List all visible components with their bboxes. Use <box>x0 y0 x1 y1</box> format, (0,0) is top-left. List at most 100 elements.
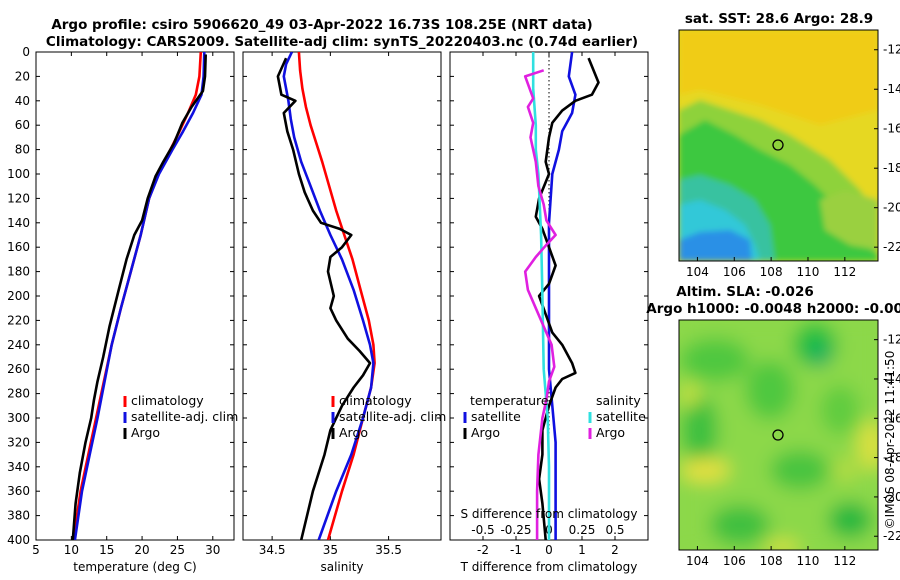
map-x-tick-label: 110 <box>797 554 820 568</box>
x2-tick-label: -0.5 <box>471 523 494 537</box>
map-x-tick-label: 112 <box>833 265 856 279</box>
x-tick-label: 0 <box>545 543 553 557</box>
x2-tick-label: 0.25 <box>569 523 596 537</box>
series-line-climatology <box>297 52 376 540</box>
difference-legend: temperature satellite Argo salinity sate… <box>463 393 646 440</box>
map-x-tick-label: 106 <box>723 265 746 279</box>
x2-tick-label: -0.25 <box>500 523 531 537</box>
x-tick-label: 34.5 <box>259 543 286 557</box>
y-tick-label: 120 <box>7 191 30 205</box>
map-y-tick-label: -12 <box>883 43 900 57</box>
figure-title-line2: Climatology: CARS2009. Satellite-adj cli… <box>46 34 638 50</box>
depth-tick-labels: 0 20 40 60 80 100 120 140 160 180 200 220 240 260 280 3… <box>7 45 30 547</box>
temperature-xlabel: temperature (deg C) <box>73 560 196 574</box>
x-tick-label: -1 <box>510 543 522 557</box>
temperature-legend: climatology satellite-adj. clim Argo <box>123 393 238 440</box>
x-tick-label: 1 <box>578 543 586 557</box>
series-line-argo <box>71 54 207 540</box>
legend-satellite-adj: satellite-adj. clim <box>339 409 446 424</box>
map-y-tick-label: -20 <box>883 490 900 504</box>
map-y-tick-label: -20 <box>883 201 900 215</box>
x-tick-label: 25 <box>170 543 185 557</box>
y-tick-label: 20 <box>15 69 30 83</box>
map-x-tick-label: 104 <box>686 554 709 568</box>
sla-map-subtitle: Argo h1000: -0.0048 h2000: -0.0045 <box>646 301 900 317</box>
sla-map <box>678 319 879 551</box>
y-tick-label: 300 <box>7 411 30 425</box>
legend-s-argo: Argo <box>596 425 625 440</box>
x-tick-label: 2 <box>611 543 619 557</box>
legend-salinity-heading: salinity <box>596 393 641 408</box>
series-line-temperature-satellite <box>547 52 577 540</box>
plot-frame <box>242 51 442 541</box>
series-line-temperature-argo <box>534 57 600 540</box>
y-tick-label: 0 <box>22 45 30 59</box>
legend-climatology: climatology <box>339 393 412 408</box>
sst-map-ticks: 104 106 108 110 112 -12 -14 -16 -18 -20 -22 <box>686 43 900 279</box>
sst-map-title: sat. SST: 28.6 Argo: 28.9 <box>685 11 873 27</box>
salinity-xlabel: salinity <box>320 560 363 574</box>
y-tick-label: 380 <box>7 509 30 523</box>
temperature-profile-panel: 5 10 15 20 25 30 <box>32 51 235 557</box>
t-difference-xlabel: T difference from climatology <box>460 560 638 574</box>
legend-satellite-adj: satellite-adj. clim <box>131 409 238 424</box>
figure-title-line1: Argo profile: csiro 5906620_49 03-Apr-20… <box>51 17 592 33</box>
map-y-tick-label: -12 <box>883 333 900 347</box>
map-y-tick-label: -22 <box>883 529 900 543</box>
map-x-tick-label: 110 <box>797 265 820 279</box>
y-tick-label: 60 <box>15 118 30 132</box>
x-tick-label: 15 <box>99 543 114 557</box>
salinity-legend: climatology satellite-adj. clim Argo <box>331 393 446 440</box>
map-y-tick-label: -18 <box>883 451 900 465</box>
legend-temperature-heading: temperature <box>470 393 549 408</box>
sla-map-title: Altim. SLA: -0.026 <box>676 284 813 300</box>
y-tick-label: 220 <box>7 313 30 327</box>
argo-location-marker <box>772 139 784 151</box>
y-tick-label: 320 <box>7 435 30 449</box>
y-tick-label: 260 <box>7 362 30 376</box>
legend-t-satellite: satellite <box>471 409 521 424</box>
map-y-tick-label: -16 <box>883 411 900 425</box>
map-x-tick-label: 112 <box>833 554 856 568</box>
map-y-tick-label: -14 <box>883 82 900 96</box>
y-tick-label: 140 <box>7 216 30 230</box>
map-x-tick-label: 108 <box>760 265 783 279</box>
sla-map-ticks: 104 106 108 110 112 -12 -14 -16 -18 -20 -22 <box>686 333 900 568</box>
legend-s-satellite: satellite <box>596 409 646 424</box>
y-tick-label: 180 <box>7 265 30 279</box>
s-difference-xlabel: S difference from climatology <box>461 507 638 521</box>
x-tick-label: 10 <box>64 543 79 557</box>
map-x-tick-label: 104 <box>686 265 709 279</box>
y-tick-label: 340 <box>7 460 30 474</box>
map-y-tick-label: -16 <box>883 122 900 136</box>
map-x-tick-label: 106 <box>723 554 746 568</box>
series-line-argo <box>276 57 372 540</box>
series-line-satellite-adj-clim <box>73 52 206 540</box>
x-tick-label: 20 <box>134 543 149 557</box>
map-y-tick-label: -14 <box>883 372 900 386</box>
difference-profile-panel: -2 -1 0 1 2-0.5 -0.25 0 0.25 0.5 <box>449 51 649 557</box>
map-y-tick-label: -18 <box>883 161 900 175</box>
plot-frame <box>35 51 235 541</box>
x2-tick-label: 0.5 <box>605 523 624 537</box>
x-tick-label: 30 <box>205 543 220 557</box>
y-tick-label: 160 <box>7 240 30 254</box>
legend-t-argo: Argo <box>471 425 500 440</box>
y-tick-label: 40 <box>15 94 30 108</box>
y-tick-label: 400 <box>7 533 30 547</box>
y-tick-label: 100 <box>7 167 30 181</box>
x-tick-label: 35.5 <box>375 543 402 557</box>
y-tick-label: 200 <box>7 289 30 303</box>
map-y-tick-label: -22 <box>883 240 900 254</box>
y-tick-label: 280 <box>7 387 30 401</box>
y-tick-label: 80 <box>15 143 30 157</box>
legend-argo: Argo <box>131 425 160 440</box>
imos-timestamp: ©IMOS 08-Apr-2022 11:41:50 <box>883 351 897 530</box>
salinity-profile-panel: 34.5 35 35.5 <box>242 51 442 557</box>
legend-argo: Argo <box>339 425 368 440</box>
legend-climatology: climatology <box>131 393 204 408</box>
series-line-salinity-satellite <box>531 52 551 540</box>
y-tick-label: 360 <box>7 484 30 498</box>
x-tick-label: 5 <box>32 543 40 557</box>
